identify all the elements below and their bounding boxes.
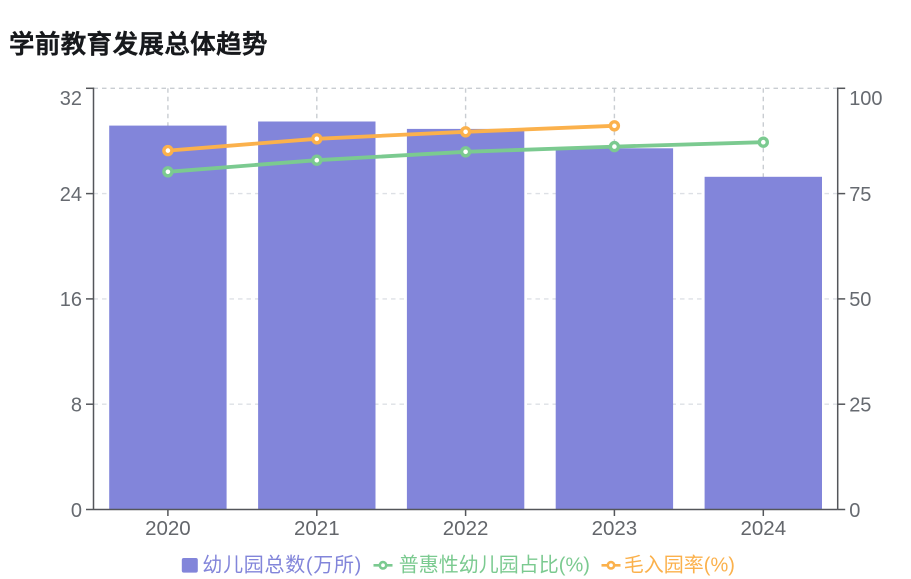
svg-text:2022: 2022 — [443, 517, 489, 540]
svg-text:50: 50 — [849, 289, 871, 311]
svg-text:100: 100 — [849, 88, 882, 110]
svg-text:0: 0 — [849, 500, 860, 522]
svg-text:16: 16 — [60, 289, 82, 311]
svg-text:2023: 2023 — [592, 517, 638, 540]
svg-text:2024: 2024 — [740, 517, 786, 540]
svg-text:8: 8 — [71, 395, 82, 417]
svg-text:幼儿园总数(万所): 幼儿园总数(万所) — [202, 549, 362, 578]
svg-text:25: 25 — [849, 395, 871, 417]
svg-text:32: 32 — [60, 88, 82, 110]
svg-text:2021: 2021 — [294, 517, 340, 540]
svg-text:24: 24 — [60, 184, 82, 206]
svg-text:75: 75 — [849, 184, 871, 206]
svg-text:普惠性幼儿园占比(%): 普惠性幼儿园占比(%) — [399, 549, 590, 578]
svg-text:2020: 2020 — [145, 517, 191, 540]
svg-text:0: 0 — [71, 500, 82, 522]
svg-text:毛入园率(%): 毛入园率(%) — [624, 549, 735, 578]
svg-text:学前教育发展总体趋势: 学前教育发展总体趋势 — [9, 25, 268, 61]
